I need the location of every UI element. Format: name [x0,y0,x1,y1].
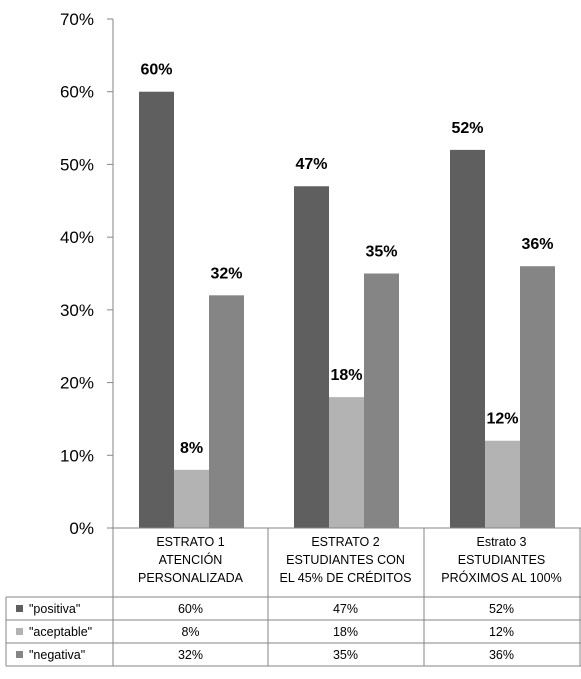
legend-swatch [16,605,23,612]
data-label: 8% [180,440,203,457]
data-label: 52% [451,120,483,137]
table-cell: 32% [178,648,203,662]
y-tick-label: 30% [60,301,94,320]
data-label: 60% [140,62,172,79]
category-label: PRÓXIMOS AL 100% [441,570,561,585]
bar [364,273,399,528]
axes: 0% 10% 20% 30% 40% 50% 60% 70% [60,10,114,538]
bar [520,266,555,528]
category-label: ESTUDIANTES [458,553,546,567]
legend-label: "negativa" [29,648,85,662]
data-labels: 60% 47% 52% 8% 18% 12% 32% 35% 36% [140,62,553,457]
category-label: EL 45% DE CRÉDITOS [280,570,412,585]
data-label: 47% [295,156,327,173]
table-cell: 18% [333,625,358,639]
legend-swatch [16,651,23,658]
category-label: ESTRATO 1 [156,535,224,549]
bar [174,469,209,528]
legend-label: "aceptable" [29,625,92,639]
bar [139,91,174,528]
data-label: 35% [365,244,397,261]
bar [329,397,364,528]
data-label: 32% [210,265,242,282]
table-cell: 52% [489,602,514,616]
y-tick-label: 70% [60,10,94,29]
bar [450,149,485,528]
bar [485,440,520,528]
table-cell: 8% [181,625,199,639]
data-label: 18% [330,367,362,384]
category-label: Estrato 3 [476,535,526,549]
category-label: ATENCIÓN [159,552,223,567]
y-tick-label: 40% [60,228,94,247]
bar [209,295,244,528]
y-tick-label: 0% [69,519,94,538]
category-label: PERSONALIZADA [138,571,244,585]
data-label: 12% [486,411,518,428]
legend-label: "positiva" [29,602,80,616]
table-cell: 47% [333,602,358,616]
bars [139,91,555,528]
table-cell: 12% [489,625,514,639]
bar [294,186,329,528]
table-cell: 35% [333,648,358,662]
y-tick-label: 60% [60,83,94,102]
legend-swatch [16,628,23,635]
data-label: 36% [521,236,553,253]
y-tick-label: 20% [60,374,94,393]
table-cell: 60% [178,602,203,616]
category-label: ESTRATO 2 [311,535,379,549]
category-label: ESTUDIANTES CON [286,553,405,567]
table-cell: 36% [489,648,514,662]
y-tick-label: 10% [60,446,94,465]
y-tick-label: 50% [60,155,94,174]
data-table: ESTRATO 1 ATENCIÓN PERSONALIZADA ESTRATO 2 E… [5,527,581,667]
